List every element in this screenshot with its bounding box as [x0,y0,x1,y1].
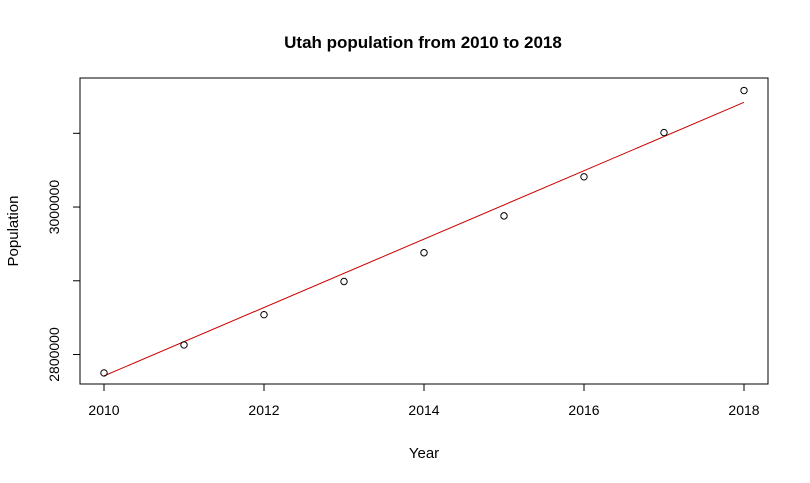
x-tick-label: 2016 [568,402,599,418]
y-axis-label: Population [5,196,22,267]
data-point [340,277,348,286]
data-point [100,369,108,377]
trend-line-group [103,101,745,377]
x-tick-label: 2010 [88,402,119,418]
data-point [500,212,508,220]
x-axis: 2010 2012 2014 2016 2018 [88,384,760,418]
y-tick-label: 3000000 [46,180,62,235]
x-axis-label: Year [409,445,439,462]
data-points [100,86,748,377]
data-point [260,310,268,319]
y-axis: 2800000 3000000 [46,132,80,382]
plot-area-border [79,77,769,385]
x-tick-label: 2014 [408,402,439,418]
chart-title: Utah population from 2010 to 2018 [284,33,562,52]
x-tick-label: 2012 [248,402,279,418]
data-point [660,128,668,137]
data-point [180,341,188,349]
y-tick-label: 2800000 [46,327,62,382]
data-point [740,86,748,95]
x-tick-label: 2018 [728,402,759,418]
trend-line [103,101,745,377]
data-point [580,173,588,181]
data-point [420,249,428,257]
